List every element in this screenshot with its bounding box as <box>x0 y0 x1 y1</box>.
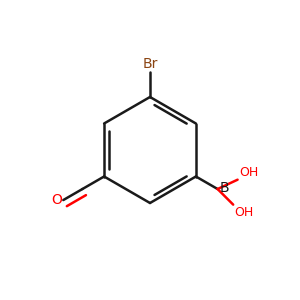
Text: OH: OH <box>234 206 254 218</box>
Text: O: O <box>51 193 62 207</box>
Text: Br: Br <box>142 56 158 70</box>
Text: OH: OH <box>239 166 258 179</box>
Text: B: B <box>219 182 229 195</box>
